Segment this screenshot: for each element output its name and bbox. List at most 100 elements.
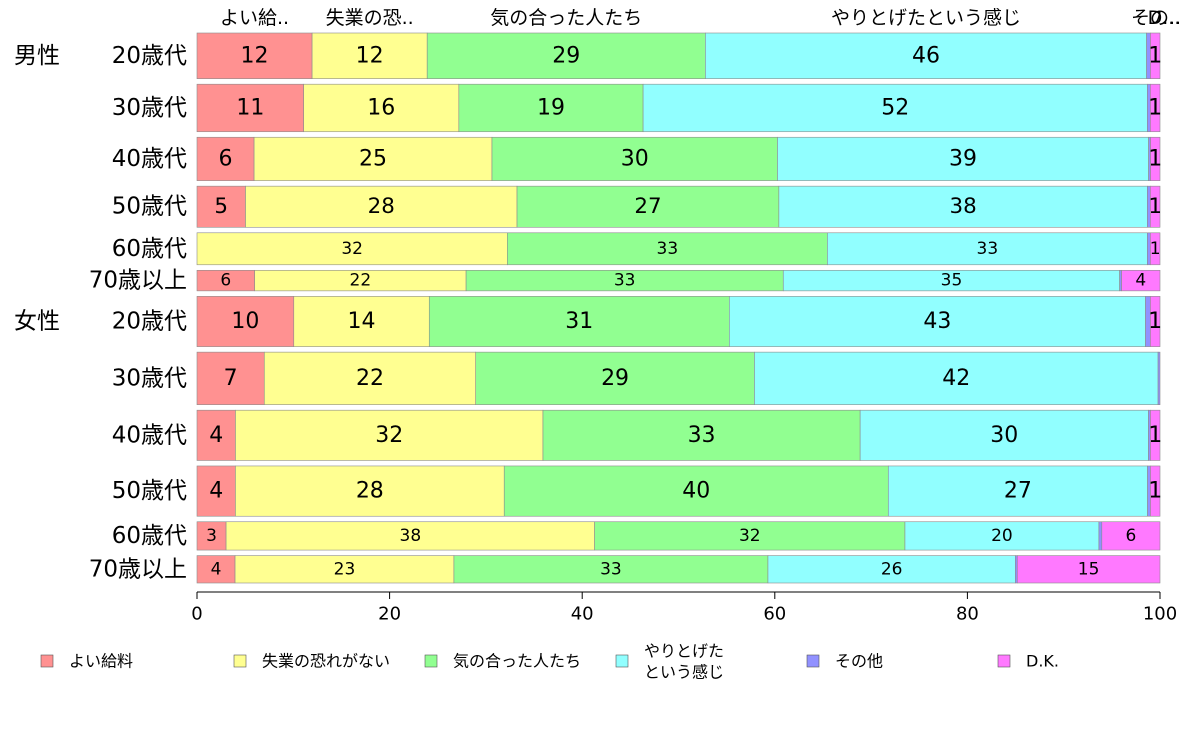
data-label: 20 bbox=[991, 526, 1013, 546]
data-label: 38 bbox=[950, 194, 977, 219]
data-label: 1 bbox=[1148, 309, 1162, 334]
x-tick-label: 60 bbox=[763, 604, 786, 625]
data-label: 39 bbox=[949, 146, 977, 171]
bar-segment bbox=[754, 351, 1159, 405]
bar-segment bbox=[778, 185, 1148, 228]
bar-segment bbox=[311, 32, 428, 80]
data-label: 3 bbox=[206, 526, 217, 546]
bar-segment bbox=[196, 409, 236, 461]
data-label: 29 bbox=[601, 366, 629, 391]
data-label: 22 bbox=[356, 366, 384, 391]
data-label: 43 bbox=[923, 309, 951, 334]
data-label: 5 bbox=[214, 194, 228, 219]
data-label: 32 bbox=[739, 526, 761, 546]
x-tick-label: 0 bbox=[191, 604, 202, 625]
row-label: 40歳代 bbox=[112, 146, 187, 172]
bars-layer: 12 12 29 46 111 16 19 52 16 25 30 39 15 28 27 38 132 33 33… bbox=[196, 32, 1162, 584]
data-label: 10 bbox=[231, 309, 259, 334]
data-label: 4 bbox=[211, 559, 222, 579]
data-label: 28 bbox=[356, 479, 384, 504]
bar-segment bbox=[904, 521, 1100, 551]
group-label: 女性 bbox=[14, 308, 60, 334]
bar-segment bbox=[453, 555, 769, 584]
bar-segment bbox=[1150, 83, 1161, 133]
legend-swatch bbox=[424, 654, 438, 668]
row-label: 30歳代 bbox=[112, 365, 187, 391]
x-axis: 0 20 40 60 80 100 bbox=[191, 591, 1177, 625]
bar-segment bbox=[516, 185, 780, 228]
bar-segment bbox=[594, 521, 906, 551]
bar-segment bbox=[225, 521, 595, 551]
data-label: 23 bbox=[334, 559, 356, 579]
data-label: 40 bbox=[682, 479, 710, 504]
bar-segment bbox=[263, 351, 477, 405]
x-tick-label: 100 bbox=[1143, 604, 1177, 625]
row-label: 60歳代 bbox=[112, 236, 187, 262]
data-label: 22 bbox=[350, 271, 372, 291]
top-category-label: 気の合った人たち bbox=[490, 7, 642, 29]
data-label: 6 bbox=[220, 271, 231, 291]
legend-swatch bbox=[233, 654, 247, 668]
legend-label: という感じ bbox=[644, 663, 724, 682]
bar-segment bbox=[507, 232, 828, 266]
data-label: 4 bbox=[1135, 271, 1146, 291]
legend-label: D.K. bbox=[1026, 652, 1059, 671]
row-label: 50歳代 bbox=[112, 194, 187, 220]
bar-segment bbox=[196, 351, 265, 405]
bar-segment bbox=[1150, 32, 1161, 80]
legend-label: 気の合った人たち bbox=[453, 652, 581, 671]
data-label: 28 bbox=[368, 194, 395, 219]
legend: よい給料 失業の恐れがない 気の合った人たち やりとげたという感じ その他 D.K. bbox=[40, 642, 1059, 682]
legend-swatch bbox=[40, 654, 54, 668]
data-label: 16 bbox=[367, 95, 395, 120]
bar-segment bbox=[196, 232, 508, 266]
bar-segment bbox=[196, 83, 304, 133]
data-label: 30 bbox=[990, 423, 1018, 448]
data-label: 33 bbox=[977, 239, 999, 259]
data-label: 32 bbox=[341, 239, 363, 259]
bar-segment bbox=[303, 83, 460, 133]
bar-segment bbox=[542, 409, 861, 461]
bar-segment bbox=[1150, 296, 1161, 347]
data-label: 33 bbox=[688, 423, 716, 448]
bar-segment bbox=[426, 32, 706, 80]
data-label: 1 bbox=[1148, 194, 1162, 219]
bar-segment bbox=[642, 83, 1148, 133]
data-label: 35 bbox=[941, 271, 963, 291]
data-label: 1 bbox=[1148, 95, 1162, 120]
data-label: 27 bbox=[1004, 479, 1032, 504]
top-category-label: 失業の恐.. bbox=[326, 7, 414, 29]
data-label: 26 bbox=[881, 559, 903, 579]
legend-swatch bbox=[806, 654, 820, 668]
bar-segment bbox=[1157, 351, 1161, 405]
top-category-label: D... bbox=[1148, 7, 1181, 29]
data-label: 1 bbox=[1148, 43, 1162, 68]
x-tick-label: 40 bbox=[571, 604, 594, 625]
bar-segment bbox=[887, 465, 1148, 517]
row-label: 60歳代 bbox=[112, 523, 187, 549]
bar-segment bbox=[245, 185, 518, 228]
row-label: 70歳以上 bbox=[89, 268, 187, 294]
top-category-label: その.. bbox=[1131, 7, 1181, 29]
bar-segment bbox=[1101, 521, 1161, 551]
row-label: 70歳以上 bbox=[89, 556, 187, 582]
legend-label: やりとげた bbox=[644, 642, 724, 661]
data-label: 31 bbox=[565, 309, 593, 334]
data-label: 19 bbox=[537, 95, 565, 120]
top-category-label: やりとげたという感じ bbox=[831, 7, 1021, 29]
bar-segment bbox=[196, 32, 313, 80]
data-label: 1 bbox=[1150, 239, 1161, 259]
data-label: 42 bbox=[942, 366, 970, 391]
data-label: 33 bbox=[657, 239, 679, 259]
bar-segment bbox=[767, 555, 1016, 584]
bar-segment bbox=[196, 521, 227, 551]
bar-segment bbox=[777, 136, 1149, 181]
data-label: 4 bbox=[209, 479, 223, 504]
x-tick-label: 20 bbox=[378, 604, 401, 625]
data-label: 1 bbox=[1148, 479, 1162, 504]
row-labels-layer: 20歳代 30歳代 40歳代 50歳代 60歳代 70歳以上 20歳代 30歳代 40歳代 50歳… bbox=[14, 43, 187, 582]
bar-segment bbox=[458, 83, 644, 133]
bar-segment bbox=[1121, 269, 1161, 292]
bar-segment bbox=[859, 409, 1149, 461]
row-label: 30歳代 bbox=[112, 95, 187, 121]
